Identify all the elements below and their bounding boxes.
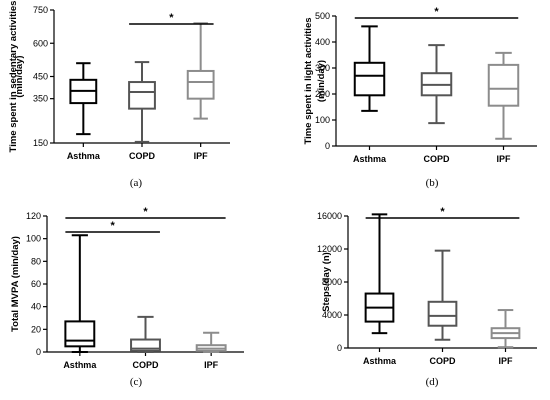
panel-4-category-label: IPF (498, 356, 513, 366)
panel-1-significance-star: * (169, 12, 174, 24)
panel-1-y-tick-label: 750 (33, 5, 48, 15)
panel-2-y-axis-label: Time spent in light activities (303, 17, 314, 144)
panel-2-category-label: Asthma (353, 154, 387, 164)
panel-3-y-tick-label: 80 (31, 256, 41, 266)
panel-3-y-tick-label: 100 (26, 234, 41, 244)
panel-4-y-tick-label: 0 (337, 343, 342, 353)
panel-3-y-tick-label: 60 (31, 279, 41, 289)
panel-3-y-tick-label: 20 (31, 324, 41, 334)
panel-2-significance-star: * (434, 6, 439, 18)
panel-1-y-tick-label: 150 (33, 138, 48, 148)
panel-1-category-label: COPD (129, 151, 156, 161)
panel-3-significance-star: * (111, 220, 116, 232)
panel-2-caption: (b) (426, 177, 439, 189)
panel-4-box-copd (427, 300, 458, 327)
panel-1-y-axis-label: Time spent in sedentary activities (8, 1, 19, 153)
panel-3-significance-star: * (143, 206, 148, 218)
panel-1-box-ipf (186, 69, 215, 100)
panel-2-y-axis-label: (min/day) (316, 60, 327, 102)
panel-3-box-asthma (64, 320, 96, 348)
panel-2-box-asthma (353, 61, 386, 97)
panel-1-caption: (a) (130, 177, 143, 189)
panel-3-y-tick-label: 0 (36, 347, 41, 357)
panel-3-category-label: Asthma (63, 360, 97, 370)
panel-4-y-tick-label: 8000 (322, 277, 342, 287)
panel-2-category-label: IPF (496, 154, 511, 164)
panel-1-category-label: Asthma (67, 151, 101, 161)
panel-1-y-axis-label: (min/day) (14, 55, 25, 97)
panel-4-significance-star: * (440, 206, 445, 218)
panel-3-category-label: IPF (204, 360, 219, 370)
panel-3-caption: (c) (130, 376, 143, 388)
panel-2-y-tick-label: 0 (325, 141, 330, 151)
panel-4-category-label: Asthma (363, 356, 397, 366)
panel-2-y-tick-label: 300 (315, 63, 330, 73)
panel-2-y-tick-label: 100 (315, 115, 330, 125)
panel-3-y-axis-label: Total MVPA (min/day) (10, 236, 21, 332)
panel-2-category-label: COPD (423, 154, 450, 164)
panel-2-box-ipf (487, 63, 520, 107)
panel-4-y-axis-label: Steps/day (n) (321, 252, 332, 312)
panel-1-y-tick-label: 600 (33, 38, 48, 48)
panel-1-box-copd (128, 81, 156, 110)
panel-1-y-tick-label: 350 (33, 94, 48, 104)
panel-3-y-tick-label: 40 (31, 302, 41, 312)
panel-4-caption: (d) (426, 376, 439, 388)
panel-3-y-tick-label: 120 (26, 211, 41, 221)
panel-4-y-tick-label: 12000 (317, 244, 342, 254)
panel-3-category-label: COPD (132, 360, 159, 370)
panel-4-y-tick-label: 4000 (322, 310, 342, 320)
panel-1-y-tick-label: 450 (33, 72, 48, 82)
panel-1-category-label: IPF (194, 151, 209, 161)
panel-2-y-tick-label: 400 (315, 37, 330, 47)
panel-3-box-copd (130, 338, 161, 352)
panel-2-y-tick-label: 200 (315, 89, 330, 99)
panel-4-y-tick-label: 16000 (317, 211, 342, 221)
panel-4-category-label: COPD (429, 356, 456, 366)
panel-2-y-tick-label: 500 (315, 11, 330, 21)
